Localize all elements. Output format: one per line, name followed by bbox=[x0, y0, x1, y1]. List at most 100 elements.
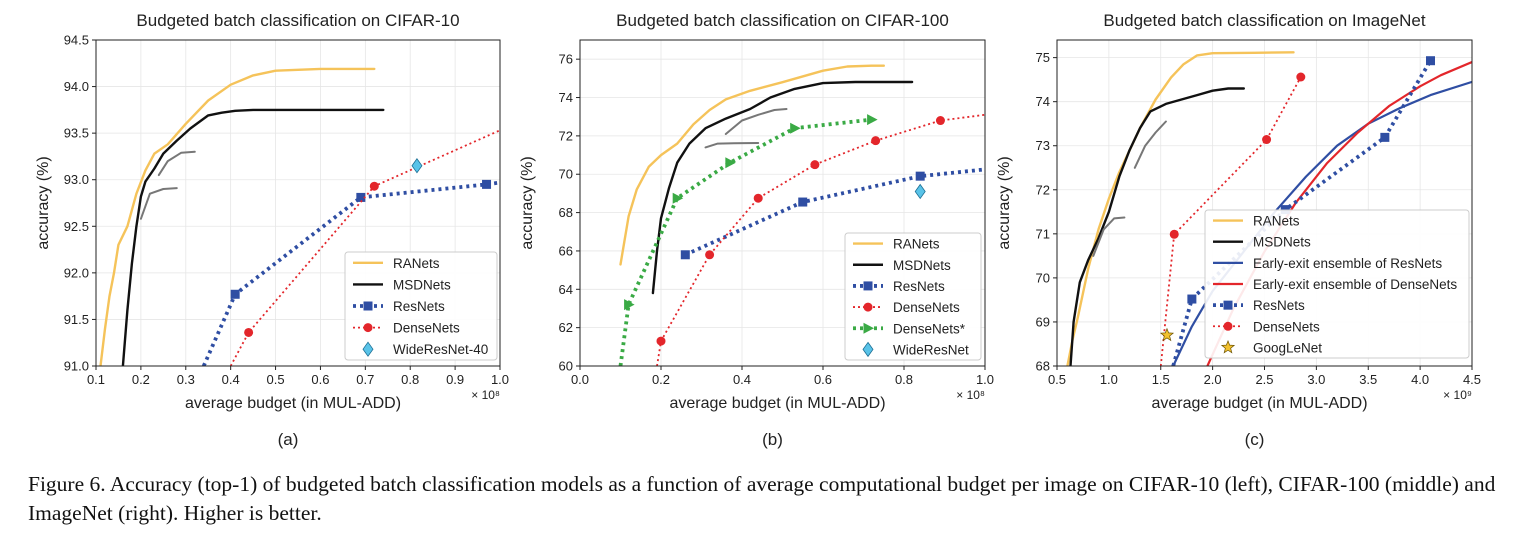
series-wideresnet-marker bbox=[914, 183, 926, 200]
legend-label-densenets: DenseNets bbox=[893, 300, 960, 315]
legend-label-wideresnet-40: WideResNet-40 bbox=[393, 342, 488, 357]
subfigure-label: (c) bbox=[1245, 430, 1265, 449]
series-resnets-marker bbox=[230, 289, 240, 299]
y-tick-label: 70 bbox=[1036, 270, 1050, 285]
series-densenets-marker bbox=[624, 299, 635, 311]
legend-swatch-marker bbox=[363, 301, 373, 311]
legend-label-densenets: DenseNets* bbox=[893, 321, 966, 336]
legend-label-early-exit-ensemble-of-densenets: Early-exit ensemble of DenseNets bbox=[1253, 277, 1457, 292]
x-tick-label: 0.0 bbox=[571, 372, 589, 387]
y-axis-label: accuracy (%) bbox=[996, 156, 1013, 249]
x-tick-label: 2.5 bbox=[1255, 372, 1273, 387]
y-tick-label: 75 bbox=[1036, 50, 1050, 65]
y-tick-label: 74 bbox=[1036, 94, 1050, 109]
x-tick-label: 1.0 bbox=[976, 372, 994, 387]
y-tick-label: 64 bbox=[559, 282, 573, 297]
y-tick-label: 71 bbox=[1036, 226, 1050, 241]
y-tick-label: 72 bbox=[1036, 182, 1050, 197]
y-axis-label: accuracy (%) bbox=[519, 156, 536, 249]
y-tick-label: 74 bbox=[559, 90, 573, 105]
legend-label-ranets: RANets bbox=[893, 237, 940, 252]
series-grey-7-line bbox=[724, 108, 788, 135]
series-resnets-marker bbox=[1187, 294, 1197, 304]
legend-box bbox=[344, 251, 498, 361]
x-tick-label: 0.6 bbox=[311, 372, 329, 387]
series-densenets-marker bbox=[244, 327, 254, 337]
series-densenets-marker bbox=[867, 114, 878, 126]
chart-title: Budgeted batch classification on CIFAR-1… bbox=[136, 11, 459, 30]
x-tick-label: 0.4 bbox=[733, 372, 751, 387]
series-ranets-line bbox=[99, 67, 376, 366]
legend-swatch-marker bbox=[863, 322, 874, 334]
subfigure-label: (b) bbox=[762, 430, 783, 449]
legend-label-msdnets: MSDNets bbox=[1253, 235, 1311, 250]
series-densenets-marker bbox=[753, 193, 763, 203]
legend: RANets MSDNets Early-exit ensemble of ResN… bbox=[1204, 209, 1470, 359]
axes-frame bbox=[95, 39, 501, 367]
y-tick-label: 94.5 bbox=[64, 33, 89, 48]
x-tick-label: 0.4 bbox=[222, 372, 240, 387]
series-grey-6-line bbox=[157, 150, 196, 177]
series-densenets-marker bbox=[1296, 72, 1306, 82]
series-resnets-marker bbox=[798, 197, 808, 207]
series-grey-8-line bbox=[1133, 120, 1167, 169]
series-densenets-line bbox=[1159, 76, 1302, 366]
legend-label-msdnets: MSDNets bbox=[393, 277, 451, 292]
x-tick-label: 0.1 bbox=[87, 372, 105, 387]
x-tick-label: 0.2 bbox=[132, 372, 150, 387]
series-densenets-marker bbox=[810, 160, 820, 170]
x-tick-label: 3.0 bbox=[1307, 372, 1325, 387]
series-densenets-marker bbox=[672, 192, 684, 204]
legend-swatch-marker bbox=[862, 341, 874, 358]
series-grey-6-line bbox=[704, 142, 760, 149]
figure-caption: Figure 6. Accuracy (top-1) of budgeted b… bbox=[28, 472, 1496, 525]
series-densenets-marker bbox=[705, 250, 715, 260]
series-wideresnet-40-marker bbox=[411, 158, 423, 174]
y-tick-label: 93.0 bbox=[64, 172, 89, 187]
x-tick-label: 2.0 bbox=[1204, 372, 1222, 387]
legend-label-resnets: ResNets bbox=[1253, 298, 1305, 313]
y-tick-label: 73 bbox=[1036, 138, 1050, 153]
y-tick-label: 72 bbox=[559, 128, 573, 143]
x-tick-label: 0.5 bbox=[267, 372, 285, 387]
panel-imagenet: 0.5 1.0 1.5 2.0 2.5 3.0 3.5 4.0 4.5 68 69 70 71 72 73 7… bbox=[996, 11, 1481, 449]
legend-label-resnets: ResNets bbox=[393, 299, 445, 314]
y-tick-label: 92.0 bbox=[64, 265, 89, 280]
y-tick-label: 68 bbox=[559, 205, 573, 220]
series-densenets-marker bbox=[790, 122, 801, 134]
axes-frame bbox=[579, 39, 986, 367]
series-msdnets-line bbox=[1069, 87, 1245, 366]
series-resnets-marker bbox=[680, 250, 690, 260]
legend-label-msdnets: MSDNets bbox=[893, 258, 951, 273]
series-googlenet-marker bbox=[1159, 327, 1175, 342]
x-axis-exponent: × 10⁸ bbox=[471, 388, 500, 402]
y-tick-label: 91.5 bbox=[64, 312, 89, 327]
legend-label-googlenet: GoogLeNet bbox=[1253, 340, 1322, 355]
series-msdnets-line bbox=[121, 108, 385, 366]
legend-swatch-marker bbox=[863, 302, 873, 312]
x-tick-label: 4.5 bbox=[1463, 372, 1481, 387]
series-resnets-marker bbox=[482, 179, 492, 189]
series-densenets-line bbox=[618, 117, 872, 366]
y-tick-label: 69 bbox=[1036, 314, 1050, 329]
series-resnets-marker bbox=[356, 192, 366, 202]
legend-label-densenets: DenseNets bbox=[393, 321, 460, 336]
y-tick-label: 94.0 bbox=[64, 79, 89, 94]
x-tick-label: 0.8 bbox=[401, 372, 419, 387]
series-densenets-marker bbox=[871, 136, 881, 146]
x-tick-label: 0.6 bbox=[814, 372, 832, 387]
series-grey-5-line bbox=[139, 187, 178, 220]
series-resnets-marker bbox=[915, 171, 925, 181]
series-resnets-marker bbox=[1380, 132, 1390, 142]
x-tick-label: 1.5 bbox=[1152, 372, 1170, 387]
series-group bbox=[618, 64, 985, 366]
series-densenets-line bbox=[656, 113, 985, 366]
y-tick-label: 68 bbox=[1036, 359, 1050, 374]
legend-label-early-exit-ensemble-of-resnets: Early-exit ensemble of ResNets bbox=[1253, 256, 1442, 271]
series-resnets-line bbox=[684, 167, 985, 257]
y-tick-label: 76 bbox=[559, 52, 573, 67]
legend-label-ranets: RANets bbox=[393, 256, 440, 271]
series-group bbox=[99, 67, 500, 366]
x-tick-label: 1.0 bbox=[491, 372, 509, 387]
